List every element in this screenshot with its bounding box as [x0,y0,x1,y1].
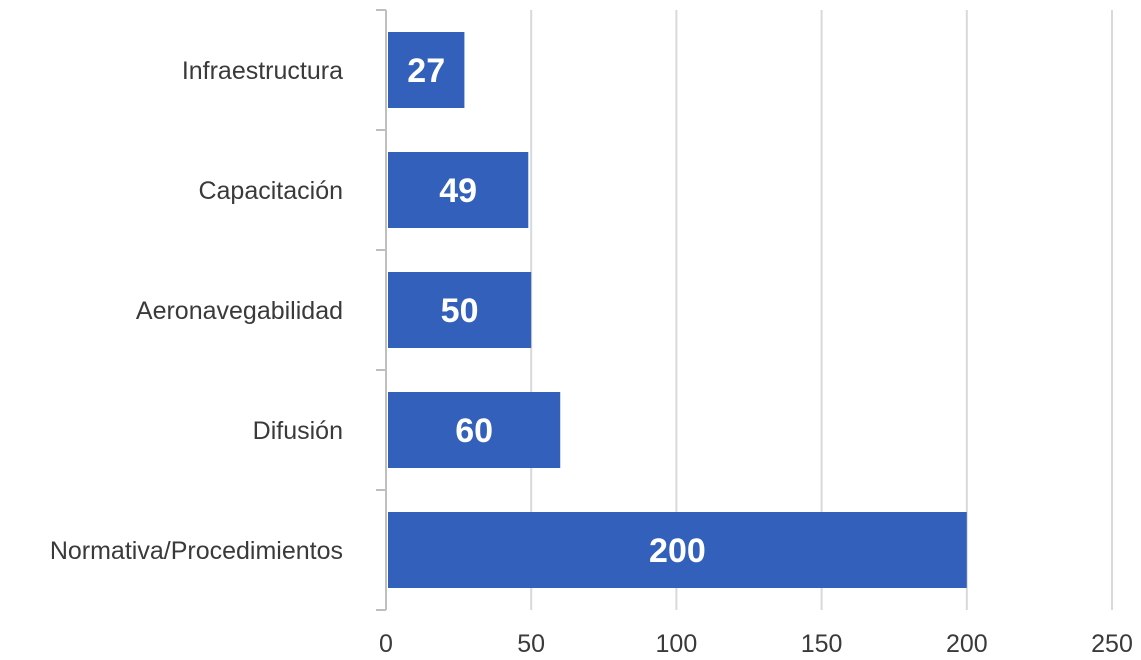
bars [388,32,967,588]
category-label: Infraestructura [182,57,343,85]
value-axis-tick-labels: 0 50 100 150 200 250 [379,630,1133,658]
bar-4 [388,512,967,588]
bar-3 [388,392,561,468]
gridlines [530,10,1113,610]
tick-label: 0 [379,630,393,658]
bar-1 [388,152,529,228]
data-label: 27 [407,52,445,90]
category-axis [376,9,387,611]
category-label: Normativa/Procedimientos [50,537,343,565]
data-label: 50 [441,292,479,330]
tick-label: 100 [656,630,698,658]
category-labels: Infraestructura Capacitación Aeronavegabil… [50,57,343,565]
tick-label: 150 [801,630,843,658]
tick-label: 200 [946,630,988,658]
tick-label: 250 [1091,630,1133,658]
tick-label: 50 [517,630,545,658]
data-label: 60 [455,412,493,450]
data-label: 200 [649,532,706,570]
category-label: Aeronavegabilidad [136,297,343,325]
category-label: Difusión [253,417,343,445]
bar-0 [388,32,465,108]
category-label: Capacitación [198,177,343,205]
data-label: 49 [439,172,477,210]
bar-2 [388,272,532,348]
data-labels: 27 49 50 60 200 [407,52,705,570]
